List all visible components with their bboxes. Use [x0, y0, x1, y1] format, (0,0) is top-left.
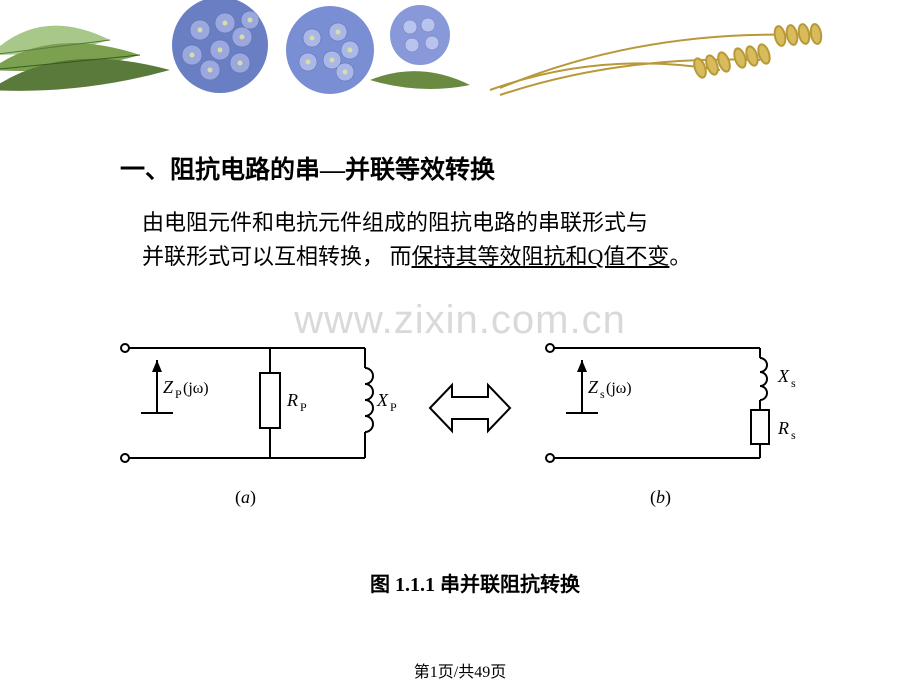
svg-text:(jω): (jω) [606, 380, 632, 397]
svg-text:(a): (a) [235, 487, 256, 508]
svg-text:(b): (b) [650, 487, 671, 508]
svg-text:X: X [777, 366, 790, 386]
svg-text:R: R [286, 390, 298, 410]
page-indicator: 第1页/共49页 [0, 658, 920, 682]
body-text: 由电阻元件和电抗元件组成的阻抗电路的串联形式与 并联形式可以互相转换， 而保持其… [120, 206, 830, 274]
body-line2b: 。 [669, 244, 691, 269]
svg-text:s: s [600, 387, 605, 401]
figure-area: Z P (jω) R P X P (a) [120, 318, 830, 538]
circuit-a: Z P (jω) R P X P (a) [105, 318, 405, 518]
body-line2-underline: 保持其等效阻抗和Q值不变 [412, 244, 670, 269]
body-line2a: 并联形式可以互相转换， 而 [142, 244, 412, 269]
svg-text:Z: Z [163, 377, 174, 397]
svg-text:s: s [791, 376, 796, 390]
svg-text:R: R [777, 418, 789, 438]
double-arrow-icon [420, 373, 520, 443]
svg-text:P: P [175, 387, 182, 401]
svg-text:X: X [376, 390, 389, 410]
decorative-banner [0, 0, 920, 100]
slide-content: 一、阻抗电路的串—并联等效转换 由电阻元件和电抗元件组成的阻抗电路的串联形式与 … [0, 100, 920, 597]
section-title: 一、阻抗电路的串—并联等效转换 [120, 150, 830, 186]
circuit-b: Z s (jω) X s R s (b) [530, 318, 830, 518]
svg-text:P: P [390, 400, 397, 414]
svg-text:s: s [791, 428, 796, 442]
svg-text:Z: Z [588, 377, 599, 397]
svg-text:P: P [300, 400, 307, 414]
svg-text:(jω): (jω) [183, 380, 209, 397]
figure-caption: 图 1.1.1 串并联阻抗转换 [120, 568, 830, 597]
body-line1: 由电阻元件和电抗元件组成的阻抗电路的串联形式与 [142, 210, 648, 235]
